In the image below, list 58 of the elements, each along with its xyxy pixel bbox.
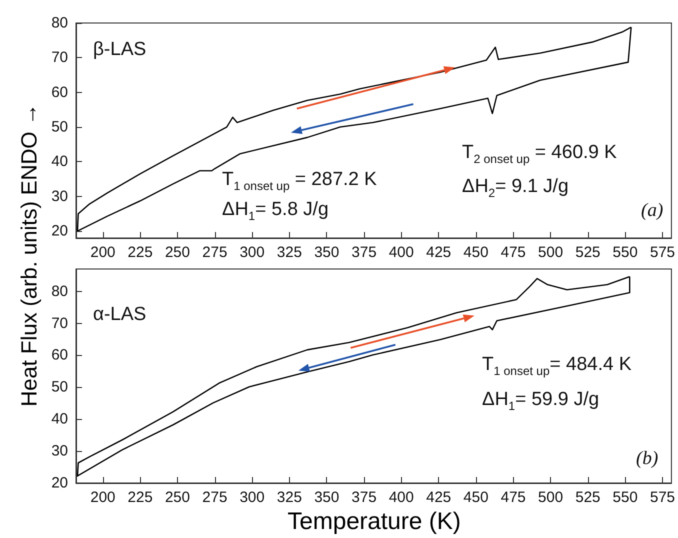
y-tick-label: 70 — [51, 314, 68, 332]
y-tick-label: 30 — [51, 188, 68, 205]
x-tick-label: 425 — [426, 489, 452, 506]
y-tick-label: 40 — [51, 153, 68, 170]
x-tick-label: 375 — [352, 244, 377, 261]
y-tick-label: 80 — [51, 14, 68, 32]
annotation: α-LAS — [93, 304, 146, 325]
annotation: T$_{1 onset up}$ = 287.2 K — [222, 169, 377, 193]
annotation: (a) — [641, 200, 664, 221]
y-tick-label: 50 — [51, 378, 68, 396]
annotation: T$_{1 onset up}$= 484.4 K — [482, 354, 632, 378]
annotation: ΔH$_{2}$= 9.1 J/g — [462, 176, 569, 200]
y-tick-label: 60 — [51, 84, 68, 101]
x-tick-label: 200 — [90, 489, 116, 506]
x-tick-label: 350 — [314, 489, 340, 506]
x-tick-label: 300 — [240, 489, 265, 506]
y-axis-title: Heat Flux (arb. units) ENDO → — [16, 103, 42, 407]
x-tick-label: 450 — [463, 489, 488, 506]
x-tick-label: 325 — [276, 244, 302, 261]
annotation: ΔH$_{1}$= 59.9 J/g — [482, 389, 600, 413]
x-tick-label: 275 — [202, 244, 228, 261]
x-tick-label: 225 — [128, 489, 153, 506]
x-tick-label: 275 — [202, 489, 228, 506]
x-tick-label: 250 — [164, 244, 190, 261]
x-tick-label: 500 — [538, 244, 564, 261]
y-tick-label: 50 — [51, 118, 68, 136]
annotation: ΔH$_{1}$= 5.8 J/g — [222, 199, 329, 223]
x-tick-label: 575 — [650, 244, 675, 261]
annotation: (b) — [636, 448, 658, 469]
x-tick-label: 500 — [538, 489, 564, 506]
annotation: β-LAS — [93, 39, 146, 60]
x-tick-label: 425 — [426, 244, 452, 261]
x-tick-label: 400 — [388, 489, 414, 506]
y-tick-label: 30 — [51, 442, 68, 460]
x-tick-label: 300 — [240, 244, 265, 261]
x-tick-label: 250 — [164, 489, 190, 506]
y-tick-label: 20 — [51, 474, 68, 492]
x-tick-label: 575 — [650, 489, 675, 506]
annotation: T$_{2 onset up}$ = 460.9 K — [462, 142, 617, 166]
y-tick-label: 70 — [51, 49, 68, 66]
x-tick-label: 400 — [388, 244, 414, 261]
x-tick-label: 525 — [575, 244, 600, 261]
y-tick-label: 40 — [51, 410, 68, 428]
x-tick-label: 375 — [352, 489, 377, 506]
x-tick-label: 325 — [276, 489, 302, 506]
y-tick-label: 60 — [51, 346, 68, 364]
x-tick-label: 525 — [575, 489, 600, 506]
x-tick-label: 225 — [128, 244, 153, 261]
x-tick-label: 475 — [500, 489, 526, 506]
y-tick-label: 20 — [51, 222, 68, 240]
y-tick-label: 80 — [51, 282, 68, 300]
x-tick-label: 475 — [500, 244, 526, 261]
x-tick-label: 200 — [90, 244, 116, 261]
x-tick-label: 550 — [612, 489, 638, 506]
x-axis-title: Temperature (K) — [288, 508, 461, 536]
x-tick-label: 550 — [612, 244, 638, 261]
x-tick-label: 350 — [314, 244, 340, 261]
x-tick-label: 450 — [463, 244, 488, 261]
